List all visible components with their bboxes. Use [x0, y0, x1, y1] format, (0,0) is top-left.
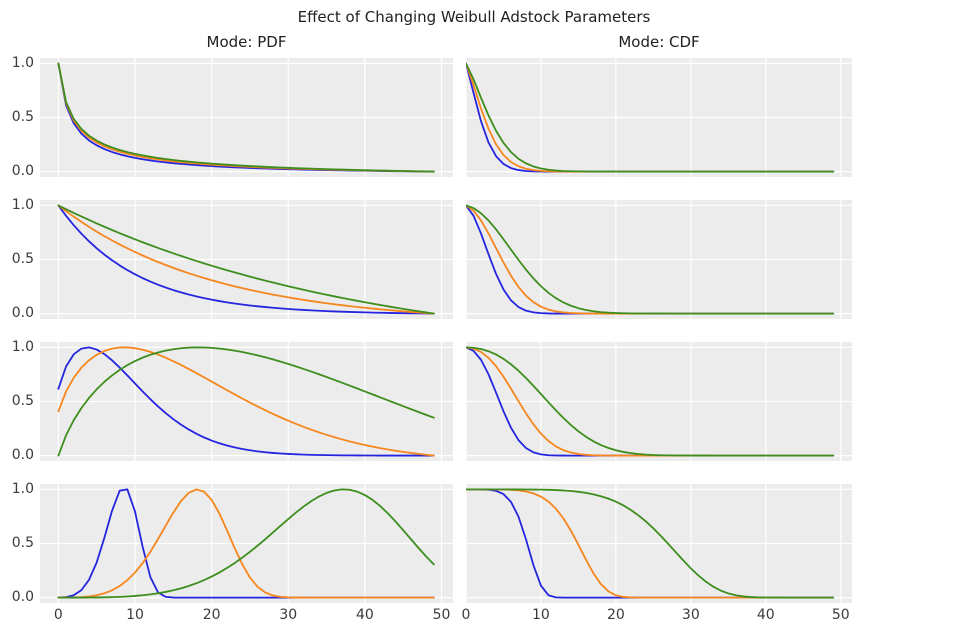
y-tick-label: 0.0 — [11, 163, 34, 180]
x-tick-label: 50 — [432, 607, 451, 623]
x-tick-label: 10 — [532, 607, 550, 623]
x-tick-label: 20 — [606, 607, 625, 623]
y-tick-label: 0.5 — [11, 393, 34, 409]
x-tick-label: 0 — [461, 607, 471, 623]
line-shape-1-scale=10 — [57, 204, 435, 315]
y-tick-label: 1.0 — [11, 338, 34, 355]
line-shape-1.5-scale=40 — [466, 346, 835, 457]
subplot-row4-cdf — [466, 484, 852, 603]
column-title-cdf: Mode: CDF — [618, 33, 700, 51]
y-tick-label: 1.0 — [11, 196, 34, 213]
y-tick-label: 0.5 — [11, 535, 34, 551]
x-tick-label: 20 — [202, 607, 221, 623]
y-tick-label: 0.5 — [11, 251, 34, 267]
line-shape-0.5-scale=40 — [466, 62, 835, 173]
y-tick-label: 0.0 — [11, 305, 34, 322]
subplot-row1-cdf — [466, 58, 852, 177]
x-tick-label: 10 — [126, 607, 144, 623]
x-tick-label: 30 — [279, 607, 298, 623]
line-shape-1-scale=40 — [466, 204, 835, 315]
y-tick-label: 0.0 — [11, 447, 34, 464]
x-tick-label: 40 — [756, 607, 775, 623]
x-tick-label: 0 — [53, 607, 63, 623]
line-shape-1-scale=40 — [57, 204, 435, 315]
line-shape-5-scale=20 — [57, 488, 435, 599]
x-tick-label: 30 — [681, 607, 700, 623]
line-shape-0.5-scale=40 — [57, 62, 435, 173]
y-tick-label: 0.5 — [11, 109, 34, 125]
line-shape-5-scale=40 — [466, 488, 835, 599]
line-shape-1.5-scale=40 — [57, 346, 435, 457]
x-tick-label: 50 — [831, 607, 850, 623]
subplot-row2-cdf — [466, 200, 852, 319]
line-shape-1-scale=20 — [57, 204, 435, 315]
column-title-pdf: Mode: PDF — [206, 33, 287, 51]
subplot-row3-cdf — [466, 342, 852, 461]
figure-title: Effect of Changing Weibull Adstock Param… — [297, 8, 651, 26]
y-tick-label: 1.0 — [11, 54, 34, 71]
subplot-row1-pdf — [40, 58, 453, 177]
subplot-row4-pdf — [40, 484, 453, 603]
y-tick-label: 1.0 — [11, 480, 34, 497]
subplot-row3-pdf — [40, 342, 453, 461]
x-tick-label: 40 — [355, 607, 374, 623]
subplot-row2-pdf — [40, 200, 453, 319]
line-shape-1.5-scale=20 — [57, 346, 435, 457]
y-tick-label: 0.0 — [11, 589, 34, 606]
line-shape-5-scale=40 — [57, 488, 435, 599]
